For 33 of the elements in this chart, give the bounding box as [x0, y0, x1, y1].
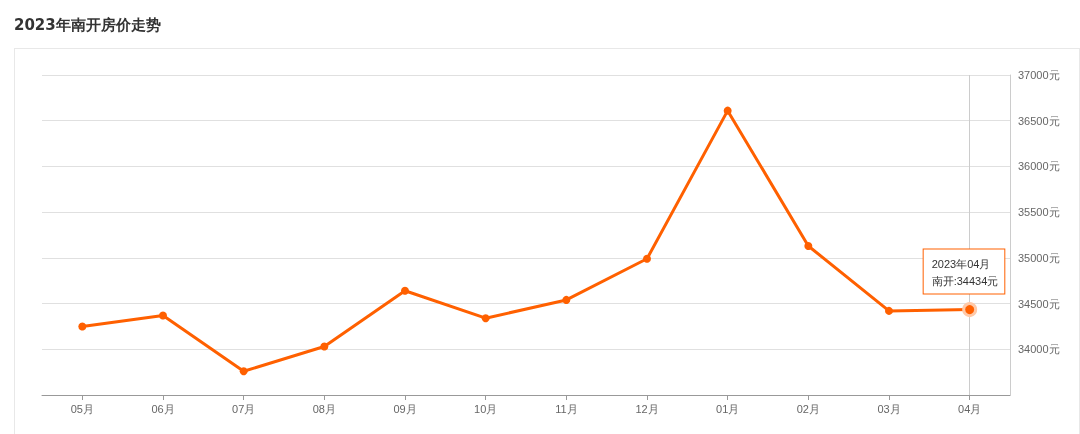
y-tick-label: 35500元: [1018, 206, 1060, 219]
annotation: 南开:34434元: [931, 275, 999, 288]
x-tick-label: 01月: [716, 402, 740, 415]
x-tick-label: 04月: [958, 402, 982, 415]
point: [643, 254, 651, 263]
point: [481, 314, 490, 323]
x-tick-label: 10月: [474, 402, 498, 415]
x-tick-label: 09月: [393, 402, 417, 415]
x-tick-label: 12月: [635, 402, 659, 415]
y-tick-label: 34000元: [1018, 343, 1060, 356]
y-tick-label: 36000元: [1018, 160, 1060, 173]
point: [723, 106, 732, 115]
chart-title: 2023年南开房价走势: [14, 16, 161, 35]
point: [562, 295, 571, 304]
point: [78, 322, 87, 331]
y-tick-label: 36500元: [1018, 114, 1060, 127]
x-tick-label: 08月: [312, 402, 336, 415]
y-tick-label: 35000元: [1018, 251, 1060, 264]
y-tick-label: 34500元: [1018, 297, 1060, 310]
point: [885, 306, 893, 315]
x-tick-label: 06月: [151, 402, 175, 415]
y-tick-label: 37000元: [1018, 69, 1060, 81]
annotation: 2023年04月: [931, 258, 991, 271]
point: [239, 367, 248, 376]
x-tick-label: 07月: [232, 402, 256, 415]
x-tick-label: 11月: [555, 402, 578, 415]
x-tick-label: 05月: [70, 402, 94, 415]
point: [804, 241, 813, 250]
x-tick-label: 02月: [796, 402, 820, 415]
point: [320, 342, 329, 351]
point: [401, 286, 409, 295]
point: [159, 311, 167, 320]
x-tick-label: 03月: [877, 402, 901, 415]
